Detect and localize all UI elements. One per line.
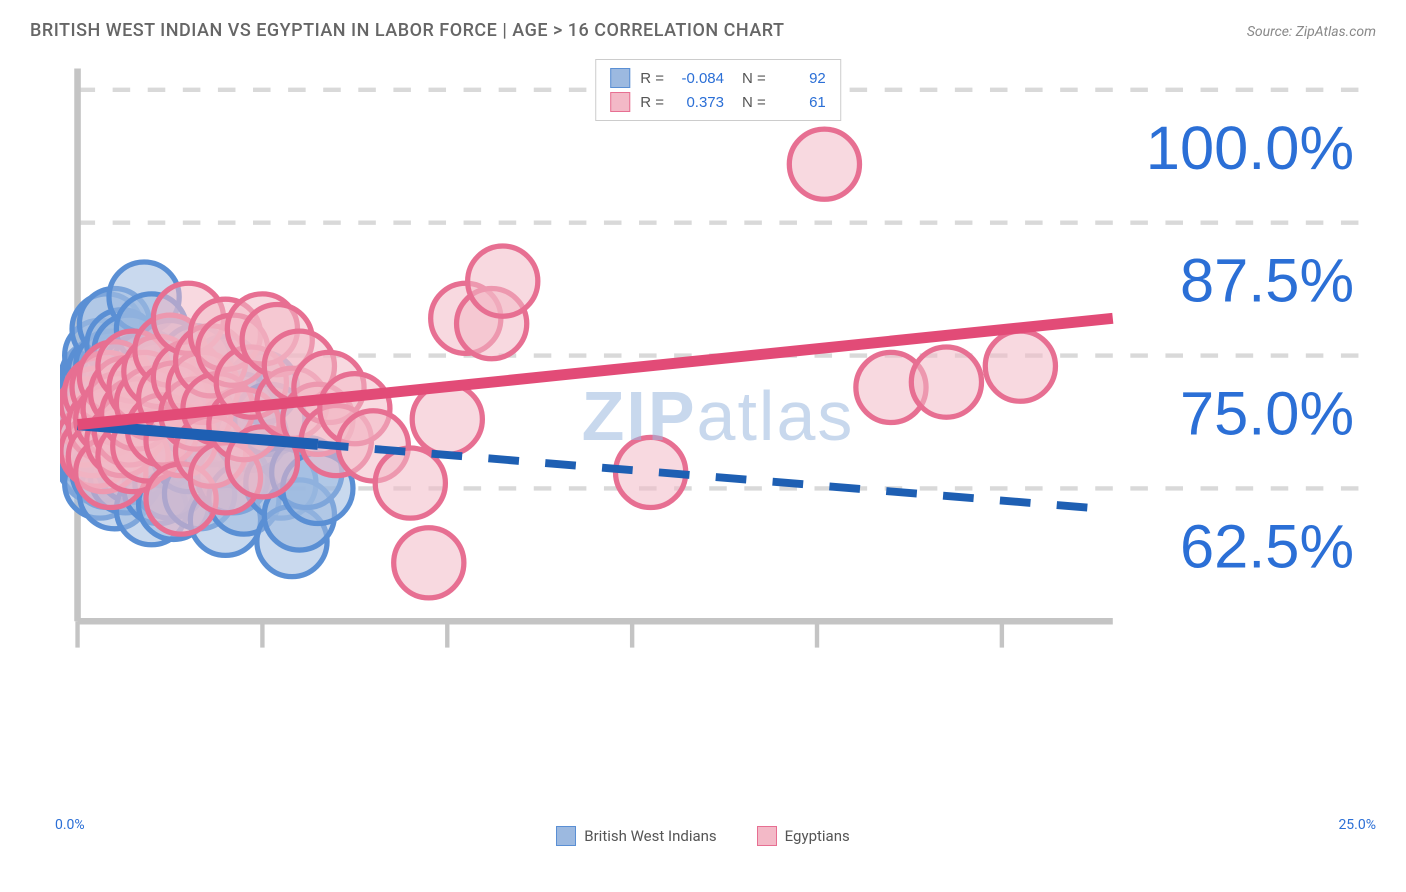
r-label: R = [640,94,664,111]
legend-item-0: British West Indians [556,826,716,846]
r-value-1: 0.373 [674,94,724,111]
scatter-plot: 62.5% 75.0% 87.5% 100.0% [60,51,1376,709]
n-value-1: 61 [776,94,826,111]
swatch-1 [610,92,630,112]
source-attribution: Source: ZipAtlas.com [1247,24,1376,40]
source-prefix: Source: [1247,24,1296,40]
svg-text:62.5%: 62.5% [1180,512,1354,581]
n-label: N = [742,70,766,87]
r-label: R = [640,70,664,87]
svg-text:100.0%: 100.0% [1146,114,1354,183]
correlation-row-0: R = -0.084 N = 92 [610,66,826,90]
legend-swatch-1 [757,826,777,846]
svg-text:75.0%: 75.0% [1180,379,1354,448]
svg-text:87.5%: 87.5% [1180,247,1354,316]
x-max-label: 25.0% [1338,817,1376,833]
header: BRITISH WEST INDIAN VS EGYPTIAN IN LABOR… [0,0,1406,51]
n-value-0: 92 [776,70,826,87]
legend-label-1: Egyptians [785,827,850,845]
legend-swatch-0 [556,826,576,846]
legend-label-0: British West Indians [584,827,716,845]
n-label: N = [742,94,766,111]
legend-item-1: Egyptians [757,826,850,846]
x-origin-label: 0.0% [55,817,85,833]
chart-area: In Labor Force | Age > 16 ZIPatlas R = -… [60,51,1376,811]
swatch-0 [610,68,630,88]
correlation-row-1: R = 0.373 N = 61 [610,90,826,114]
r-value-0: -0.084 [674,70,724,87]
source-name: ZipAtlas.com [1296,24,1376,40]
series-legend: British West Indians Egyptians [0,821,1406,856]
correlation-legend: R = -0.084 N = 92 R = 0.373 N = 61 [595,59,841,121]
chart-title: BRITISH WEST INDIAN VS EGYPTIAN IN LABOR… [30,20,784,41]
